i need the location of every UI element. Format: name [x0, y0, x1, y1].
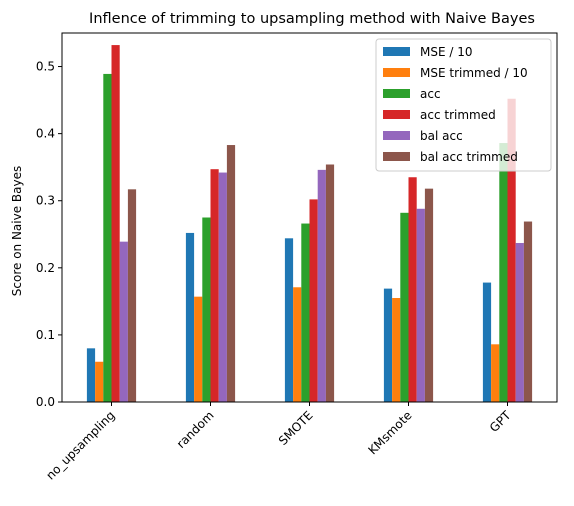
- bar-mse-10-kmsmote: [383, 288, 393, 402]
- legend-label: MSE trimmed / 10: [420, 66, 528, 80]
- bar-bal-acc-trimmed-random: [226, 145, 236, 403]
- bar-mse-10-smote: [284, 238, 294, 402]
- bar-bal-acc-trimmed-no_upsampling: [127, 189, 137, 402]
- bar-mse-10-gpt: [482, 282, 492, 402]
- bar-bal-acc-kmsmote: [416, 208, 425, 402]
- bar-mse-trimmed-10-gpt: [491, 344, 500, 402]
- x-tick-label: KMsmote: [365, 408, 414, 457]
- legend: MSE / 10 MSE trimmed / 10 acc acc trimmed ba…: [375, 38, 552, 172]
- y-tick-label: 0.0: [36, 395, 55, 409]
- legend-label: MSE / 10: [420, 45, 473, 59]
- legend-swatch: [383, 47, 410, 56]
- bar-bal-acc-trimmed-smote: [325, 164, 335, 402]
- legend-swatch: [383, 89, 410, 98]
- bar-bal-acc-random: [218, 172, 227, 402]
- y-tick-label: 0.5: [36, 60, 55, 74]
- legend-label: acc: [420, 87, 441, 101]
- bar-bal-acc-trimmed-kmsmote: [424, 188, 434, 402]
- chart-title: Inflence of trimming to upsampling metho…: [89, 11, 535, 27]
- bar-acc-trimmed-no_upsampling: [111, 45, 120, 402]
- bar-mse-trimmed-10-kmsmote: [392, 298, 401, 402]
- y-tick-label: 0.1: [36, 328, 55, 342]
- bar-acc-smote: [301, 223, 310, 402]
- bar-bal-acc-gpt: [515, 242, 524, 402]
- bar-acc-gpt: [499, 143, 508, 402]
- x-tick-label: SMOTE: [276, 408, 316, 448]
- bar-acc-trimmed-kmsmote: [408, 177, 417, 402]
- legend-swatch: [383, 131, 410, 140]
- y-tick-label: 0.4: [36, 127, 55, 141]
- legend-label: bal acc trimmed: [420, 150, 518, 164]
- y-tick-label: 0.3: [36, 194, 55, 208]
- legend-swatch: [383, 68, 410, 77]
- bar-acc-trimmed-random: [210, 169, 219, 402]
- bar-mse-trimmed-10-no_upsampling: [95, 361, 104, 402]
- legend-swatch: [383, 110, 410, 119]
- y-axis-label: Score on Naive Bayes: [10, 166, 24, 296]
- bar-acc-trimmed-smote: [309, 199, 318, 402]
- legend-label: acc trimmed: [420, 108, 496, 122]
- legend-label: bal acc: [420, 129, 463, 143]
- bar-acc-random: [202, 217, 211, 402]
- bar-acc-kmsmote: [400, 212, 409, 402]
- bar-acc-trimmed-gpt: [507, 98, 516, 402]
- x-tick-label: GPT: [487, 408, 514, 435]
- bar-bal-acc-trimmed-gpt: [523, 221, 533, 402]
- x-tick-label: no_upsampling: [43, 408, 117, 482]
- bar-acc-no_upsampling: [103, 73, 112, 403]
- bars-group: [86, 45, 533, 403]
- x-tick-label: random: [174, 408, 217, 451]
- bar-mse-trimmed-10-random: [194, 296, 203, 402]
- bar-mse-10-random: [185, 232, 195, 402]
- bar-mse-trimmed-10-smote: [293, 287, 302, 402]
- bar-mse-10-no_upsampling: [86, 348, 96, 402]
- legend-swatch: [383, 152, 410, 161]
- bar-bal-acc-smote: [317, 169, 326, 402]
- legend-box: [375, 38, 552, 172]
- bar-bal-acc-no_upsampling: [119, 241, 128, 402]
- y-tick-label: 0.2: [36, 261, 55, 275]
